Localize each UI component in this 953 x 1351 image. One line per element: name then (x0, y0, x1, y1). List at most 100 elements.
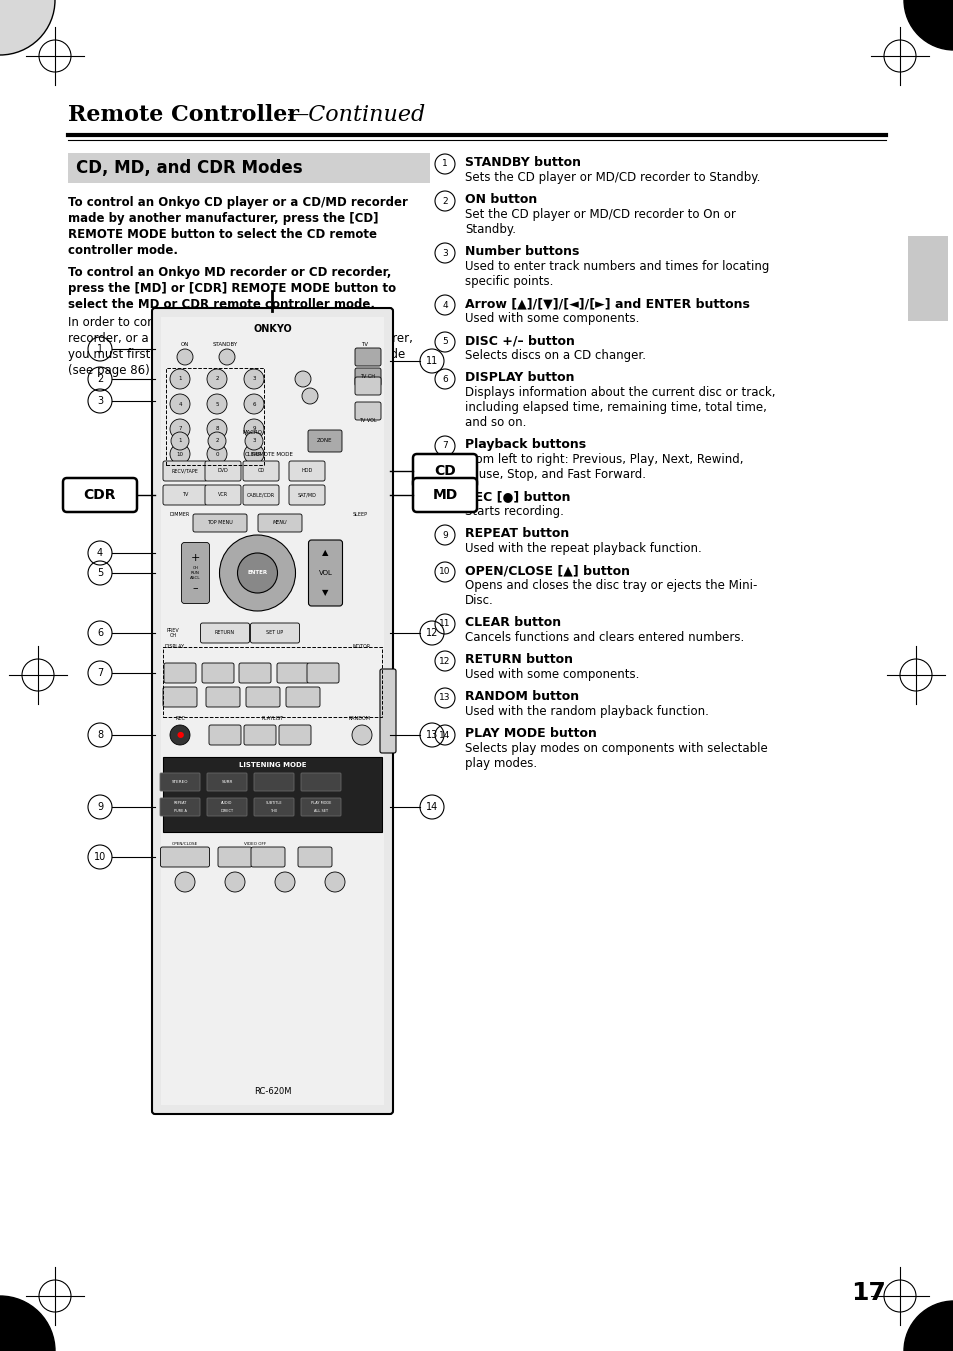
Text: ▼: ▼ (322, 589, 329, 597)
Text: RETURN button: RETURN button (464, 653, 573, 666)
FancyBboxPatch shape (152, 308, 393, 1115)
Text: STANDBY: STANDBY (213, 342, 237, 346)
FancyBboxPatch shape (289, 461, 325, 481)
FancyBboxPatch shape (207, 773, 247, 790)
FancyBboxPatch shape (243, 485, 278, 505)
Text: CD, MD, and CDR Modes: CD, MD, and CDR Modes (76, 159, 302, 177)
Text: VCR: VCR (217, 493, 228, 497)
Text: play modes.: play modes. (464, 757, 537, 770)
Text: press the [MD] or [CDR] REMOTE MODE button to: press the [MD] or [CDR] REMOTE MODE butt… (68, 282, 395, 295)
Text: DISPLAY button: DISPLAY button (464, 372, 574, 384)
FancyBboxPatch shape (257, 513, 302, 532)
Text: specific points.: specific points. (464, 276, 553, 288)
FancyBboxPatch shape (251, 847, 285, 867)
Text: Remote Controller: Remote Controller (68, 104, 298, 126)
FancyBboxPatch shape (206, 688, 240, 707)
Text: including elapsed time, remaining time, total time,: including elapsed time, remaining time, … (464, 401, 766, 413)
Text: 4: 4 (442, 300, 447, 309)
Text: TV: TV (182, 493, 188, 497)
Text: TV CH: TV CH (360, 373, 375, 378)
Text: Set the CD player or MD/CD recorder to On or: Set the CD player or MD/CD recorder to O… (464, 208, 735, 222)
Text: DIMMER: DIMMER (170, 512, 190, 517)
Text: SURR: SURR (221, 780, 233, 784)
FancyBboxPatch shape (163, 688, 196, 707)
Text: +: + (191, 553, 200, 563)
Text: ZONE: ZONE (317, 439, 333, 443)
Text: VOL: VOL (318, 570, 332, 576)
Text: OPEN/CLOSE [▲] button: OPEN/CLOSE [▲] button (464, 563, 629, 577)
Text: MD: MD (432, 488, 457, 503)
Circle shape (207, 444, 227, 463)
Circle shape (171, 432, 189, 450)
Text: 2: 2 (215, 439, 218, 443)
Text: REC [●] button: REC [●] button (464, 490, 570, 503)
Text: Used with some components.: Used with some components. (464, 312, 639, 326)
Text: 13: 13 (425, 730, 437, 740)
Circle shape (225, 871, 245, 892)
FancyBboxPatch shape (278, 725, 311, 744)
Text: 10: 10 (93, 852, 106, 862)
FancyBboxPatch shape (163, 757, 381, 832)
Text: Arrow [▲]/[▼]/[◄]/[►] and ENTER buttons: Arrow [▲]/[▼]/[◄]/[►] and ENTER buttons (464, 297, 749, 309)
Text: ENTER: ENTER (247, 570, 267, 576)
Text: 12: 12 (425, 628, 437, 638)
Text: REPEAT: REPEAT (173, 801, 187, 805)
Text: 10: 10 (438, 567, 450, 577)
Circle shape (219, 349, 234, 365)
Text: MENU: MENU (273, 520, 287, 526)
Text: —Continued: —Continued (286, 104, 425, 126)
Text: PREV
CH: PREV CH (167, 628, 179, 639)
FancyBboxPatch shape (355, 403, 380, 420)
FancyBboxPatch shape (244, 725, 275, 744)
FancyBboxPatch shape (163, 461, 207, 481)
Text: SAT/MD: SAT/MD (297, 493, 316, 497)
FancyBboxPatch shape (907, 236, 947, 322)
FancyBboxPatch shape (193, 513, 247, 532)
Text: 13: 13 (438, 693, 450, 703)
Text: 11: 11 (425, 357, 437, 366)
Text: Pause, Stop, and Fast Forward.: Pause, Stop, and Fast Forward. (464, 467, 645, 481)
Text: –: – (193, 584, 198, 593)
Circle shape (244, 419, 264, 439)
Text: you must first enter the appropriate remote control code: you must first enter the appropriate rem… (68, 349, 405, 361)
Text: Used to enter track numbers and times for locating: Used to enter track numbers and times fo… (464, 259, 768, 273)
Text: PURE A: PURE A (173, 809, 186, 813)
FancyBboxPatch shape (413, 454, 476, 488)
Text: PLAY MODE: PLAY MODE (311, 801, 331, 805)
Circle shape (903, 0, 953, 50)
Text: HDD: HDD (301, 469, 313, 473)
FancyBboxPatch shape (355, 377, 380, 394)
Text: DISPLAY: DISPLAY (165, 644, 185, 650)
FancyBboxPatch shape (276, 663, 309, 684)
Text: ON button: ON button (464, 193, 537, 205)
Text: From left to right: Previous, Play, Next, Rewind,: From left to right: Previous, Play, Next… (464, 453, 742, 466)
Text: 0: 0 (215, 451, 218, 457)
FancyBboxPatch shape (379, 669, 395, 753)
Circle shape (170, 444, 190, 463)
Text: 4: 4 (178, 401, 182, 407)
FancyBboxPatch shape (200, 623, 250, 643)
Circle shape (177, 349, 193, 365)
Circle shape (244, 394, 264, 413)
Text: 5: 5 (215, 401, 218, 407)
Text: AUDIO: AUDIO (221, 801, 233, 805)
Text: 12: 12 (438, 657, 450, 666)
FancyBboxPatch shape (297, 847, 332, 867)
Text: 1: 1 (441, 159, 447, 169)
Circle shape (170, 369, 190, 389)
Text: RANDOM: RANDOM (349, 716, 371, 721)
Text: Cancels functions and clears entered numbers.: Cancels functions and clears entered num… (464, 631, 743, 644)
Text: 10: 10 (176, 451, 183, 457)
Text: 1: 1 (97, 345, 103, 354)
Circle shape (294, 372, 311, 386)
Text: ONKYO: ONKYO (253, 324, 292, 334)
Text: PLAY MODE button: PLAY MODE button (464, 727, 597, 740)
Text: 5: 5 (97, 567, 103, 578)
Text: select the MD or CDR remote controller mode.: select the MD or CDR remote controller m… (68, 299, 375, 311)
Text: made by another manufacturer, press the [CD]: made by another manufacturer, press the … (68, 212, 378, 226)
Text: PLAYLIST: PLAYLIST (261, 716, 283, 721)
Text: 5: 5 (441, 338, 447, 346)
Text: Playback buttons: Playback buttons (464, 438, 585, 451)
Text: 2: 2 (442, 196, 447, 205)
Text: 6: 6 (441, 374, 447, 384)
